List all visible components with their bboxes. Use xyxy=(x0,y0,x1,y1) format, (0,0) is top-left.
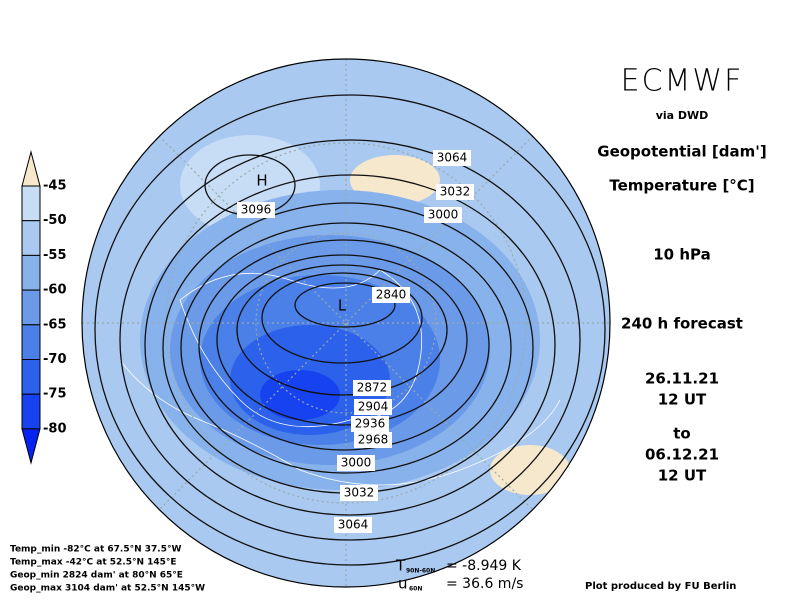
colorbar-label: -80 xyxy=(43,421,67,436)
title: ECMWF xyxy=(621,64,744,99)
index: T 90N-60N = -8.949 K u 60N = 36.6 m/s xyxy=(395,557,523,593)
label-box xyxy=(237,202,275,218)
label-box xyxy=(351,416,389,432)
credit: Plot produced by FU Berlin xyxy=(585,581,736,592)
map-border xyxy=(81,58,611,588)
colorbar-label: -55 xyxy=(43,248,67,263)
pressure-marker: L xyxy=(338,297,347,315)
colorbar-label: -75 xyxy=(43,387,67,402)
label-box xyxy=(354,432,392,448)
map-disk xyxy=(82,59,610,587)
date: 26.11.21 xyxy=(645,370,719,388)
stat: Geop_max 3104 dam' at 52.5°N 145°W xyxy=(10,584,205,594)
contour-label: 2936 xyxy=(355,417,386,431)
contour-label: 2904 xyxy=(358,400,389,414)
label-box xyxy=(334,517,372,533)
contour-label: 3000 xyxy=(341,456,372,470)
contour-label: 3032 xyxy=(440,185,471,199)
source: via DWD xyxy=(656,109,709,122)
to: to xyxy=(673,425,690,443)
colorbar-box xyxy=(21,254,41,291)
label-box xyxy=(354,399,392,415)
pressure-marker: H xyxy=(256,172,267,190)
colorbar-box xyxy=(21,359,41,395)
colorbar-box xyxy=(21,220,41,256)
contour-label: 2968 xyxy=(358,433,389,447)
contour-label: 2840 xyxy=(376,288,407,302)
colorbar-box xyxy=(21,393,41,430)
colorbar-label: -65 xyxy=(43,317,67,332)
contour-labels: 3064 3032 3000 2840 2872 2904 2936 2968 3000 3032… xyxy=(237,150,474,533)
label-box xyxy=(337,455,375,471)
forecast: 240 h forecast xyxy=(621,315,743,333)
symbol: u xyxy=(398,575,408,593)
label-box xyxy=(424,207,462,223)
label-box xyxy=(436,184,474,200)
symbol: T xyxy=(395,557,406,575)
value: = -8.949 K xyxy=(446,558,522,574)
colorbar-box xyxy=(21,324,41,360)
contour-label: 3064 xyxy=(437,151,468,165)
value: = 36.6 m/s xyxy=(446,576,523,592)
colorbar-label: -50 xyxy=(43,213,67,228)
contour-label: 3064 xyxy=(338,518,369,532)
colorbar-label: -60 xyxy=(43,283,67,298)
subscript: 60N xyxy=(409,586,422,593)
contour-label: 3032 xyxy=(344,486,375,500)
label-box xyxy=(372,287,410,303)
time: 12 UT xyxy=(658,391,707,409)
stat: Temp_min -82°C at 67.5°N 37.5°W xyxy=(10,545,181,555)
colorbar-label: -45 xyxy=(43,179,67,194)
colorbar-box xyxy=(21,185,41,222)
colorbar-arrow xyxy=(21,428,41,465)
label-box xyxy=(340,485,378,501)
contour-label: 2872 xyxy=(357,381,388,395)
level: 10 hPa xyxy=(653,246,711,264)
colorbar-box xyxy=(21,289,41,326)
colorbar-arrow xyxy=(21,150,41,187)
field: Geopotential [dam'] xyxy=(597,143,766,161)
field: Temperature [°C] xyxy=(609,177,754,195)
stat: Temp_max -42°C at 52.5°N 145°E xyxy=(10,558,177,568)
contour-label: 3000 xyxy=(428,208,459,222)
label-box xyxy=(353,380,391,396)
stat: Geop_min 2824 dam' at 80°N 65°E xyxy=(10,571,183,581)
label-box xyxy=(433,150,471,166)
colorbar-label: -70 xyxy=(43,352,67,367)
subscript: 90N-60N xyxy=(406,568,435,575)
contour-label: 3096 xyxy=(241,203,272,217)
time: 12 UT xyxy=(658,467,707,485)
date: 06.12.21 xyxy=(645,446,719,464)
colorbar: -45 -50 -55 -60 -65 -70 -75 -80 xyxy=(21,150,67,465)
